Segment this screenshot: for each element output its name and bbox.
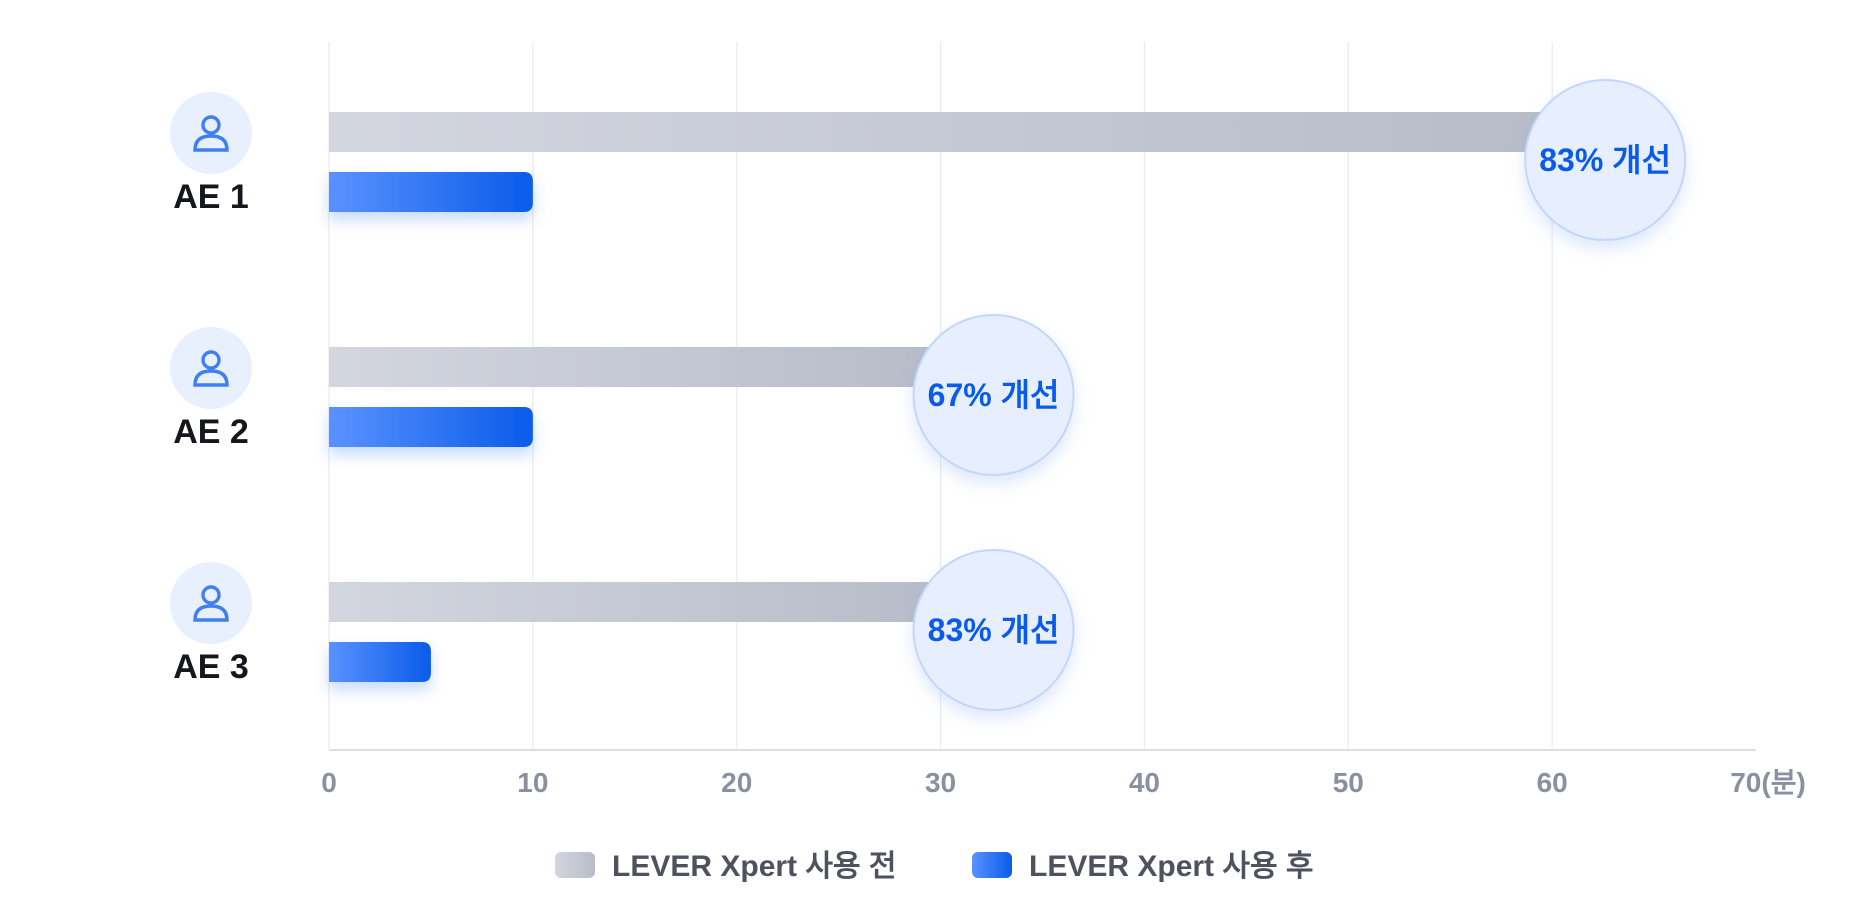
category-label: AE 1 <box>173 178 249 216</box>
legend-item-before: LEVER Xpert 사용 전 <box>555 850 897 883</box>
legend-swatch <box>972 852 1012 878</box>
improvement-label: 83% 개선 <box>1539 142 1671 178</box>
x-tick-label: 40 <box>1129 767 1160 798</box>
x-tick-label: 10 <box>517 767 548 798</box>
improvement-label: 67% 개선 <box>928 377 1060 413</box>
x-tick-label: 20 <box>721 767 752 798</box>
bar-after-3 <box>329 642 431 682</box>
category-2: AE 2 <box>170 327 252 451</box>
x-tick-label: 60 <box>1537 767 1568 798</box>
bar-before-1 <box>329 112 1552 152</box>
x-tick-label: 70(분) <box>1730 767 1806 798</box>
x-tick-label: 50 <box>1333 767 1364 798</box>
bar-before-2 <box>329 347 941 387</box>
legend-label: LEVER Xpert 사용 전 <box>612 850 897 883</box>
category-label: AE 2 <box>173 413 249 451</box>
category-3: AE 3 <box>170 562 252 686</box>
category-1: AE 1 <box>170 92 252 216</box>
bar-after-2 <box>329 407 533 447</box>
legend-item-after: LEVER Xpert 사용 후 <box>972 850 1314 883</box>
improvement-label: 83% 개선 <box>928 612 1060 648</box>
x-tick-label: 0 <box>321 767 337 798</box>
legend-swatch <box>555 852 595 878</box>
category-label: AE 3 <box>173 648 249 686</box>
improvement-badge: 83% 개선 <box>914 550 1074 710</box>
bar-before-3 <box>329 582 941 622</box>
improvement-badge: 83% 개선 <box>1525 80 1685 240</box>
improvement-badge: 67% 개선 <box>914 315 1074 475</box>
x-tick-label: 30 <box>925 767 956 798</box>
legend-label: LEVER Xpert 사용 후 <box>1029 850 1314 883</box>
bar-after-1 <box>329 172 533 212</box>
